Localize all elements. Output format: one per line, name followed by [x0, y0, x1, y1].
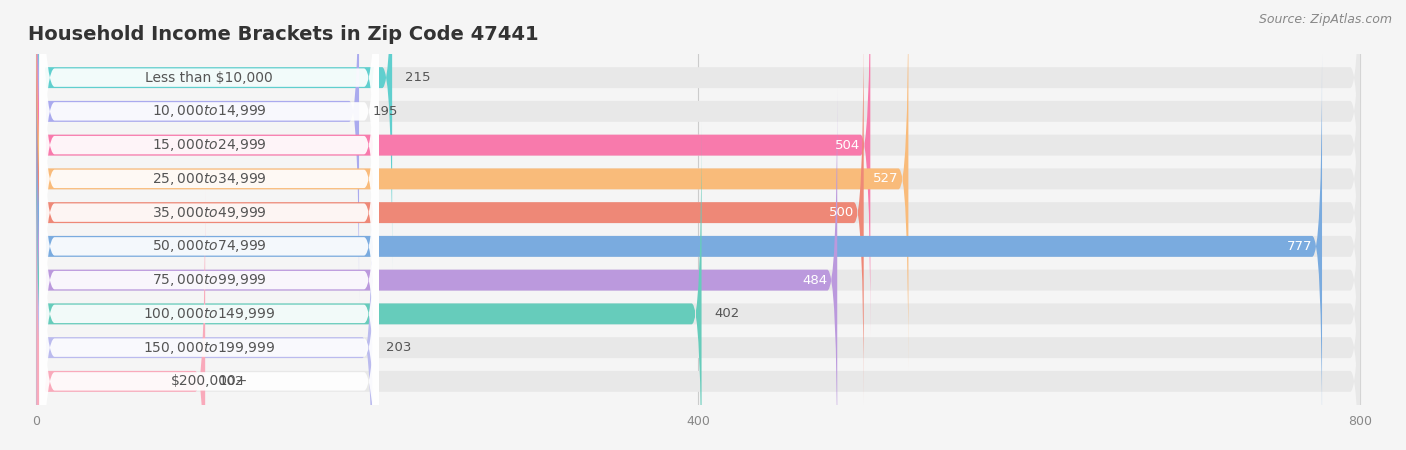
- FancyBboxPatch shape: [37, 88, 837, 450]
- Text: Household Income Brackets in Zip Code 47441: Household Income Brackets in Zip Code 47…: [28, 25, 538, 44]
- FancyBboxPatch shape: [39, 0, 378, 372]
- FancyBboxPatch shape: [37, 88, 1360, 450]
- FancyBboxPatch shape: [37, 0, 359, 303]
- FancyBboxPatch shape: [39, 87, 378, 450]
- FancyBboxPatch shape: [37, 156, 1360, 450]
- Text: $200,000+: $200,000+: [170, 374, 247, 388]
- FancyBboxPatch shape: [37, 0, 392, 270]
- Text: Source: ZipAtlas.com: Source: ZipAtlas.com: [1258, 14, 1392, 27]
- FancyBboxPatch shape: [37, 122, 1360, 450]
- FancyBboxPatch shape: [37, 0, 1360, 371]
- FancyBboxPatch shape: [39, 53, 378, 450]
- Text: 500: 500: [828, 206, 853, 219]
- Text: $75,000 to $99,999: $75,000 to $99,999: [152, 272, 267, 288]
- Text: Less than $10,000: Less than $10,000: [145, 71, 273, 85]
- FancyBboxPatch shape: [37, 54, 1360, 438]
- Text: $100,000 to $149,999: $100,000 to $149,999: [143, 306, 276, 322]
- Text: $25,000 to $34,999: $25,000 to $34,999: [152, 171, 267, 187]
- FancyBboxPatch shape: [37, 0, 908, 371]
- FancyBboxPatch shape: [37, 21, 1360, 405]
- Text: $150,000 to $199,999: $150,000 to $199,999: [143, 340, 276, 356]
- Text: 215: 215: [405, 71, 430, 84]
- Text: $15,000 to $24,999: $15,000 to $24,999: [152, 137, 267, 153]
- Text: $35,000 to $49,999: $35,000 to $49,999: [152, 205, 267, 220]
- FancyBboxPatch shape: [37, 21, 863, 405]
- Text: 527: 527: [873, 172, 898, 185]
- FancyBboxPatch shape: [37, 156, 373, 450]
- Text: $10,000 to $14,999: $10,000 to $14,999: [152, 104, 267, 119]
- FancyBboxPatch shape: [39, 0, 378, 450]
- Text: 402: 402: [714, 307, 740, 320]
- FancyBboxPatch shape: [37, 0, 1360, 337]
- Text: 504: 504: [835, 139, 860, 152]
- Text: 102: 102: [218, 375, 243, 388]
- FancyBboxPatch shape: [37, 0, 1360, 303]
- Text: 484: 484: [803, 274, 827, 287]
- FancyBboxPatch shape: [39, 0, 378, 450]
- FancyBboxPatch shape: [37, 54, 1322, 438]
- FancyBboxPatch shape: [37, 0, 1360, 270]
- FancyBboxPatch shape: [37, 0, 870, 337]
- Text: $50,000 to $74,999: $50,000 to $74,999: [152, 238, 267, 254]
- FancyBboxPatch shape: [37, 122, 702, 450]
- FancyBboxPatch shape: [39, 0, 378, 450]
- FancyBboxPatch shape: [39, 0, 378, 406]
- Text: 203: 203: [385, 341, 411, 354]
- Text: 777: 777: [1286, 240, 1312, 253]
- FancyBboxPatch shape: [37, 189, 205, 450]
- FancyBboxPatch shape: [37, 189, 1360, 450]
- FancyBboxPatch shape: [39, 0, 378, 440]
- FancyBboxPatch shape: [39, 19, 378, 450]
- FancyBboxPatch shape: [39, 0, 378, 450]
- Text: 195: 195: [373, 105, 398, 118]
